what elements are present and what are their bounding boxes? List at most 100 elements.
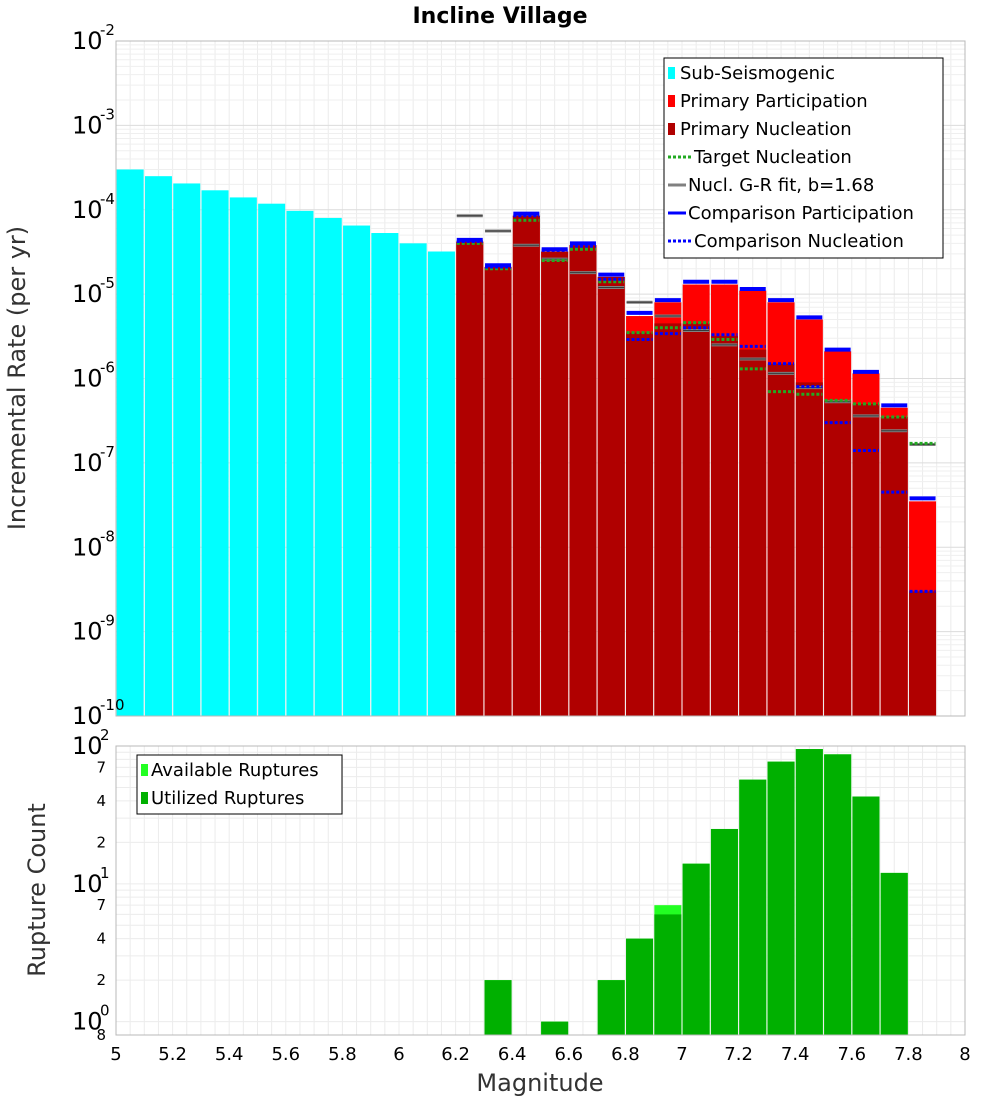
x-tick-label: 7.2 <box>724 1044 753 1065</box>
top-y-tick-base: 10 <box>72 27 103 55</box>
top-y-tick-exponent: -8 <box>100 527 115 545</box>
top-y-tick-base: 10 <box>72 533 103 561</box>
primary-nucleation-bar <box>795 382 823 716</box>
bottom-y-tick: 7 <box>96 896 106 914</box>
utilized-ruptures-bar <box>880 872 908 1035</box>
top-y-tick: 10-9 <box>72 612 115 646</box>
sub-seismogenic-bar <box>371 233 399 716</box>
bottom-y-minor-tick: 8 <box>96 1026 106 1044</box>
top-bars <box>116 169 937 717</box>
primary-nucleation-bar <box>569 245 597 717</box>
top-lines <box>456 211 936 593</box>
utilized-ruptures-bar <box>654 914 682 1035</box>
x-axis-label: Magnitude <box>476 1069 603 1097</box>
top-y-tick-base: 10 <box>72 449 103 477</box>
x-tick-label: 7.4 <box>781 1044 810 1065</box>
sub-seismogenic-bar <box>427 251 455 716</box>
bottom-legend-box <box>136 754 343 815</box>
legend-label: Comparison Nucleation <box>694 231 904 252</box>
primary-nucleation-bar <box>541 251 569 716</box>
legend-label: Primary Nucleation <box>680 119 852 140</box>
utilized-ruptures-bar <box>597 980 625 1035</box>
primary-nucleation-bar <box>739 349 767 716</box>
sub-seismogenic-bar <box>399 243 427 717</box>
bottom-plot-frame <box>115 745 966 1036</box>
top-legend: Sub-Seismogenic Primary Participation Prim… <box>663 57 944 259</box>
bottom-y-tick: 2 <box>96 833 106 851</box>
primary-nucleation-bar <box>512 215 540 717</box>
top-y-tick-base: 10 <box>72 618 103 646</box>
legend-swatch <box>668 95 675 107</box>
legend-label: Primary Participation <box>680 91 868 112</box>
primary-nucleation-bar <box>767 363 795 716</box>
primary-nucleation-bar <box>682 323 710 716</box>
sub-seismogenic-bar <box>173 183 201 716</box>
top-y-tick-base: 10 <box>72 365 103 393</box>
sub-seismogenic-bar <box>343 225 371 716</box>
bottom-y-tick-base: 10 <box>72 732 103 760</box>
bottom-legend: Available Ruptures Utilized Ruptures <box>136 754 343 815</box>
bottom-y-tick-base: 10 <box>72 870 103 898</box>
bottom-bars <box>484 749 908 1035</box>
bottom-y-tick-exponent: 1 <box>100 864 110 882</box>
bottom-y-axis-label: Rupture Count <box>23 803 51 977</box>
top-y-tick-exponent: -2 <box>100 21 115 39</box>
sub-seismogenic-bar <box>286 210 314 716</box>
x-tick-label: 5 <box>110 1044 121 1065</box>
top-y-tick: 10-10 <box>72 696 125 730</box>
primary-nucleation-bar <box>456 241 484 717</box>
top-y-tick-exponent: -9 <box>100 612 115 630</box>
top-y-tick: 10-6 <box>72 359 115 393</box>
utilized-ruptures-bar <box>852 796 880 1035</box>
legend-swatch <box>141 792 148 804</box>
x-tick-label: 5.6 <box>271 1044 300 1065</box>
top-y-tick-base: 10 <box>72 196 103 224</box>
sub-seismogenic-bar <box>116 169 144 716</box>
primary-nucleation-bar <box>597 276 625 716</box>
utilized-ruptures-bar <box>541 1021 569 1035</box>
utilized-ruptures-bar <box>682 863 710 1035</box>
bottom-y-minor-tick: 2 <box>96 833 106 851</box>
top-y-tick-base: 10 <box>72 280 103 308</box>
primary-nucleation-bar <box>909 591 937 716</box>
sub-seismogenic-bar <box>314 217 342 716</box>
top-y-tick: 10-5 <box>72 274 115 308</box>
top-y-tick-base: 10 <box>72 111 103 139</box>
primary-nucleation-bar <box>824 400 852 716</box>
x-tick-label: 6.2 <box>441 1044 470 1065</box>
bottom-y-minor-tick: 4 <box>96 792 106 810</box>
x-tick-label: 6.6 <box>554 1044 583 1065</box>
top-plot-frame <box>115 40 966 717</box>
legend-label: Available Ruptures <box>151 760 319 781</box>
legend-label: Target Nucleation <box>693 147 852 168</box>
legend-swatch <box>668 67 675 79</box>
top-y-axis-label: Incremental Rate (per yr) <box>3 226 31 530</box>
top-y-tick: 10-7 <box>72 443 115 477</box>
bottom-y-minor-tick: 4 <box>96 930 106 948</box>
legend-swatch <box>668 123 675 135</box>
bottom-y-tick: 4 <box>96 930 106 948</box>
legend-label: Nucl. G-R fit, b=1.68 <box>688 175 874 196</box>
x-tick-label: 7.8 <box>894 1044 923 1065</box>
bottom-y-minor-tick: 7 <box>96 896 106 914</box>
x-tick-label: 6.4 <box>498 1044 527 1065</box>
top-y-tick-exponent: -5 <box>100 274 115 292</box>
top-y-tick-exponent: -4 <box>100 190 115 208</box>
legend-label: Comparison Participation <box>688 203 914 224</box>
utilized-ruptures-bar <box>739 779 767 1035</box>
utilized-ruptures-bar <box>484 980 512 1035</box>
primary-nucleation-bar <box>484 266 512 716</box>
top-y-tick: 10-3 <box>72 105 115 139</box>
top-y-tick: 10-2 <box>72 21 115 55</box>
legend-swatch <box>141 764 148 776</box>
primary-nucleation-bar <box>710 335 738 716</box>
bottom-y-minor-tick: 2 <box>96 971 106 989</box>
sub-seismogenic-bar <box>258 203 286 717</box>
x-tick-label: 7 <box>676 1044 687 1065</box>
bottom-y-tick-base: 10 <box>72 1008 103 1036</box>
top-y-tick-exponent: -10 <box>100 696 125 714</box>
primary-nucleation-bar <box>852 403 880 716</box>
